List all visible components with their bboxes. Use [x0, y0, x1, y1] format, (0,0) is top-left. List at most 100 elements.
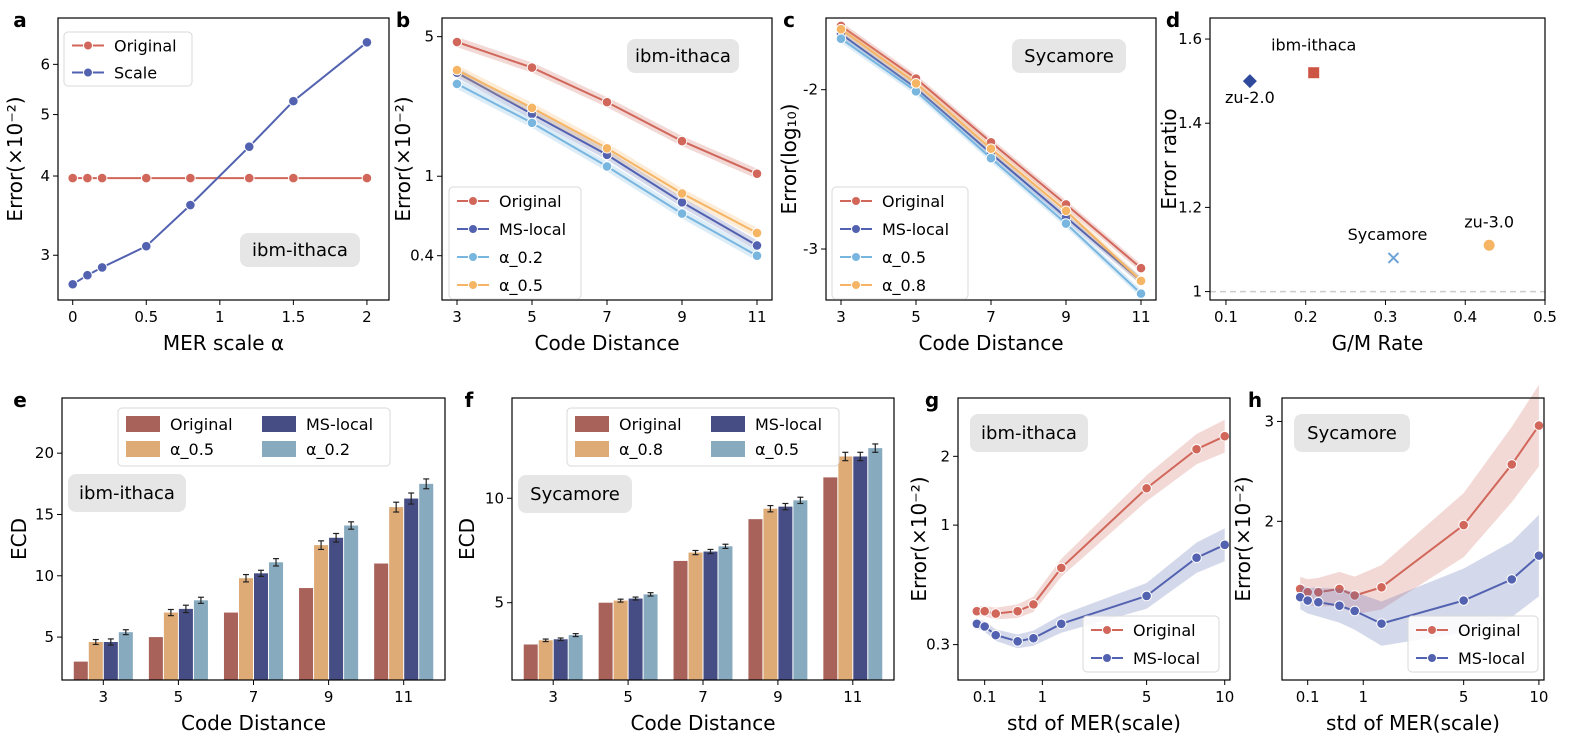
bar: [254, 573, 269, 680]
data-point: [985, 143, 997, 154]
data-point: [288, 95, 299, 107]
data-point: [1458, 595, 1469, 606]
data-point: [751, 168, 763, 179]
bar: [118, 632, 133, 680]
data-point: [676, 188, 688, 199]
x-tick-label: 5: [623, 688, 633, 706]
x-axis-label: Code Distance: [181, 711, 326, 735]
data-point: [96, 172, 108, 184]
device-tag-label: ibm-ithaca: [635, 46, 731, 67]
data-point: [1334, 600, 1345, 611]
legend-label: MS-local: [1133, 649, 1200, 668]
data-point: [1141, 590, 1152, 602]
device-tag-label: Sycamore: [1024, 46, 1114, 67]
data-point: [979, 605, 990, 617]
bar: [148, 637, 163, 680]
series-α_0.5: [451, 64, 763, 239]
data-point: [1334, 583, 1345, 595]
data-point: [67, 172, 79, 184]
y-axis-label: Error(×10⁻²): [907, 476, 931, 601]
y-axis-label: Error(×10⁻²): [3, 96, 27, 221]
legend-marker: [1427, 653, 1437, 663]
x-tick-label: 11: [394, 688, 413, 706]
bar: [88, 641, 103, 680]
legend-label: Scale: [114, 64, 157, 83]
x-tick-label: 0.1: [1214, 308, 1238, 326]
data-point: [1219, 430, 1231, 442]
diamond-marker: [1242, 74, 1257, 89]
data-point: [1060, 218, 1072, 229]
data-point: [1060, 205, 1072, 217]
legend-label: α_0.5: [882, 248, 926, 268]
data-point: [185, 199, 196, 211]
legend-label: α_0.5: [170, 440, 214, 460]
data-point: [676, 135, 688, 147]
y-tick-label: 3: [40, 246, 50, 264]
y-tick-label: 1: [940, 516, 950, 534]
y-tick-label: 5: [44, 628, 54, 646]
data-point: [526, 117, 538, 129]
data-point: [288, 172, 299, 184]
x-tick-label: 11: [843, 688, 862, 706]
legend-swatch: [126, 416, 160, 432]
panel-g: 0.1 1 5 10 0.3 1 2 std of MER(scale) Error(×10⁻²…: [907, 388, 1234, 735]
bar: [553, 639, 568, 680]
y-axis-label: Error(×10⁻²): [391, 96, 415, 221]
device-tag-label: ibm-ithaca: [981, 423, 1077, 444]
series-α_0.8: [835, 23, 1147, 287]
y-tick-label: 20: [35, 444, 54, 462]
data-point: [82, 269, 93, 281]
plot-frame: [61, 397, 446, 681]
x-tick-label: 7: [249, 688, 259, 706]
data-point: [910, 78, 922, 89]
x-tick-label: 0.2: [1294, 308, 1318, 326]
data-point: [1376, 618, 1387, 629]
x-tick-label: 0.1: [1296, 688, 1320, 706]
panel-letter: h: [1248, 388, 1262, 412]
legend-swatch: [262, 416, 296, 432]
device-tag-label: ibm-ithaca: [79, 483, 175, 504]
legend-label: Original: [882, 192, 945, 211]
data-point: [1135, 262, 1147, 274]
panel-d: zu-2.0 ibm-ithaca Sycamore zu-3.0 0.1 0.2 0.3 0…: [1157, 8, 1557, 355]
legend-label: Original: [1458, 621, 1521, 640]
bar: [269, 562, 284, 680]
data-point: [1533, 420, 1545, 431]
plot-frame: [1209, 17, 1546, 301]
x-tick-label: 3: [99, 688, 109, 706]
legend-swatch: [575, 416, 609, 432]
data-point: [601, 161, 613, 172]
bar: [643, 594, 658, 680]
bar: [838, 456, 853, 680]
legend-swatch: [575, 441, 609, 457]
data-point: [1349, 605, 1360, 617]
bar: [223, 612, 238, 680]
data-point: [140, 240, 152, 252]
x-tick-label: 11: [747, 308, 766, 326]
legend-label: α_0.5: [499, 276, 543, 296]
legend-marker: [468, 196, 478, 206]
y-tick-label: 2: [1264, 512, 1274, 530]
bar: [538, 640, 553, 680]
x-tick-label: 0.1: [973, 688, 997, 706]
device-tag: [1012, 39, 1126, 73]
x-tick-label: 9: [1061, 308, 1071, 326]
panel-b: 3 5 7 9 11 0.4 1 5 Code Distance Error(×10⁻²) b ibm…: [391, 8, 773, 355]
bar: [299, 588, 314, 680]
x-tick-label: 7: [986, 308, 996, 326]
data-point: [1012, 605, 1023, 617]
data-point: [361, 172, 373, 184]
bar: [419, 483, 434, 680]
plot-frame: [1281, 397, 1545, 681]
y-tick-label: 4: [40, 167, 50, 185]
bar: [868, 448, 883, 680]
y-tick-label: 1.2: [1178, 198, 1202, 216]
legend-marker: [468, 280, 478, 290]
data-point: [82, 172, 93, 184]
legend-label: α_0.8: [882, 276, 926, 296]
legend-label: Original: [114, 37, 177, 56]
legend-swatch: [711, 441, 745, 457]
data-point: [67, 278, 79, 290]
series-α_0.5: [835, 33, 1147, 299]
